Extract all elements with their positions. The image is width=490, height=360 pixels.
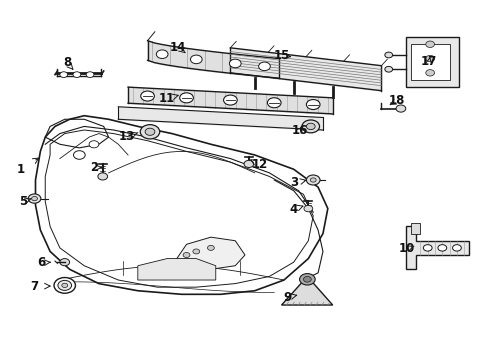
- Text: 14: 14: [170, 41, 186, 54]
- Circle shape: [207, 246, 214, 250]
- Polygon shape: [411, 223, 420, 234]
- Circle shape: [28, 194, 41, 203]
- Polygon shape: [282, 276, 333, 305]
- Circle shape: [141, 91, 154, 101]
- Circle shape: [423, 245, 432, 251]
- Circle shape: [73, 72, 81, 77]
- Circle shape: [426, 55, 435, 62]
- Circle shape: [145, 128, 155, 135]
- Circle shape: [306, 123, 315, 130]
- Circle shape: [62, 283, 68, 288]
- Circle shape: [310, 178, 316, 182]
- Circle shape: [60, 258, 70, 266]
- Text: 7: 7: [30, 280, 39, 293]
- Text: 16: 16: [292, 124, 308, 137]
- Text: 5: 5: [19, 195, 27, 208]
- Circle shape: [74, 151, 85, 159]
- Circle shape: [299, 274, 315, 285]
- Circle shape: [244, 160, 254, 167]
- Text: 18: 18: [389, 94, 405, 107]
- Circle shape: [98, 173, 108, 180]
- Text: 17: 17: [421, 55, 437, 68]
- Circle shape: [193, 249, 200, 254]
- Circle shape: [140, 125, 160, 139]
- Circle shape: [86, 72, 94, 77]
- Text: 12: 12: [251, 158, 268, 171]
- Circle shape: [268, 98, 281, 108]
- Text: 15: 15: [273, 49, 290, 62]
- Polygon shape: [406, 226, 469, 269]
- Polygon shape: [138, 258, 216, 280]
- Circle shape: [426, 41, 435, 48]
- Text: 9: 9: [284, 291, 292, 304]
- Circle shape: [306, 175, 320, 185]
- Circle shape: [223, 95, 237, 105]
- Text: 10: 10: [399, 242, 416, 255]
- Text: 13: 13: [119, 130, 135, 143]
- Text: 4: 4: [290, 203, 298, 216]
- Circle shape: [60, 72, 68, 77]
- Circle shape: [396, 105, 406, 112]
- Polygon shape: [177, 237, 245, 269]
- Circle shape: [180, 93, 194, 103]
- Circle shape: [183, 252, 190, 257]
- Text: 1: 1: [17, 163, 25, 176]
- Circle shape: [89, 141, 99, 148]
- Circle shape: [191, 55, 202, 64]
- Polygon shape: [406, 37, 460, 87]
- Circle shape: [385, 66, 392, 72]
- Circle shape: [385, 52, 392, 58]
- Circle shape: [304, 205, 313, 212]
- Text: 8: 8: [63, 56, 71, 69]
- Circle shape: [229, 59, 241, 68]
- Text: 2: 2: [90, 161, 98, 174]
- Text: 3: 3: [291, 176, 299, 189]
- Circle shape: [426, 69, 435, 76]
- Polygon shape: [35, 116, 328, 294]
- Polygon shape: [411, 44, 450, 80]
- Circle shape: [303, 276, 311, 282]
- Text: 6: 6: [37, 256, 46, 269]
- Circle shape: [453, 245, 461, 251]
- Circle shape: [259, 62, 270, 71]
- Text: 11: 11: [159, 92, 175, 105]
- Circle shape: [306, 99, 320, 109]
- Circle shape: [31, 197, 37, 201]
- Circle shape: [156, 50, 168, 58]
- Circle shape: [302, 120, 319, 133]
- Circle shape: [58, 280, 72, 291]
- Circle shape: [54, 278, 75, 293]
- Circle shape: [438, 245, 447, 251]
